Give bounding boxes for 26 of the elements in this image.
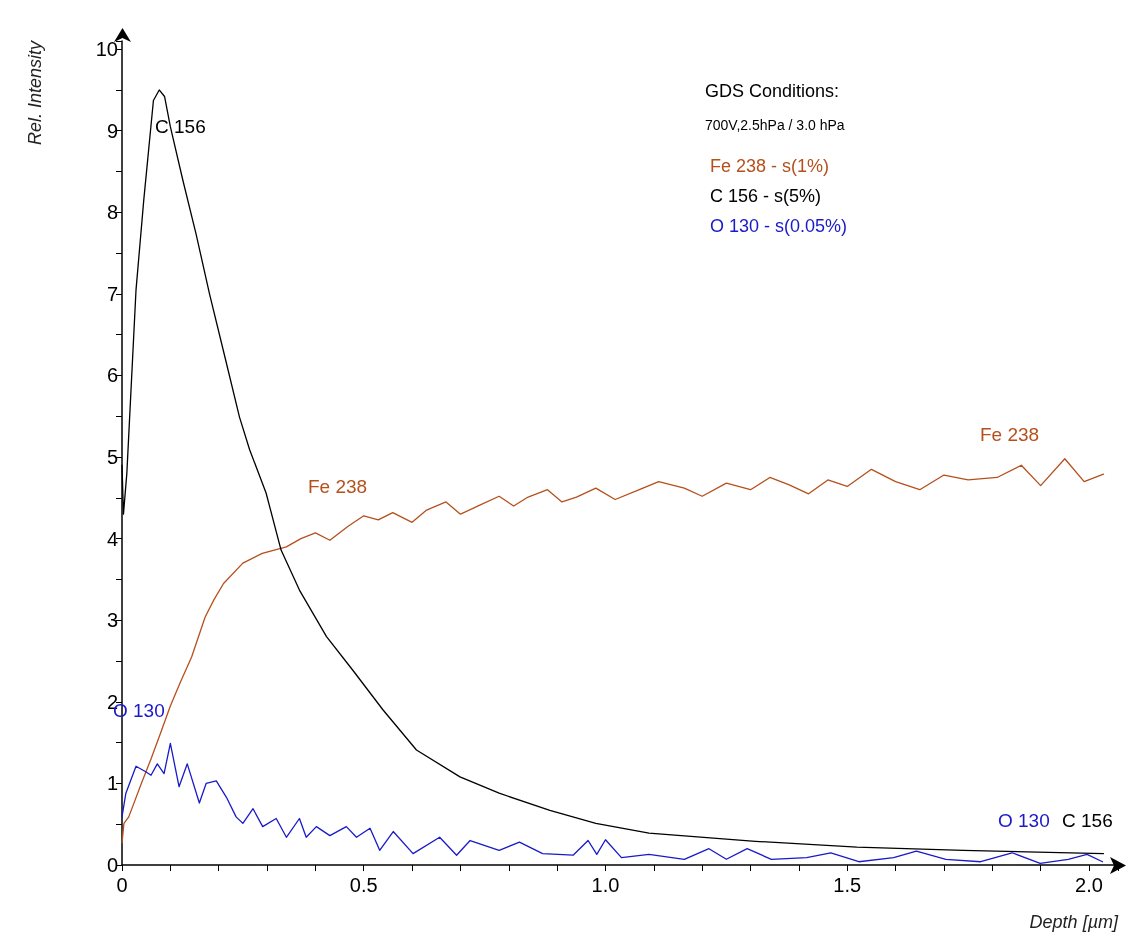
y-tick-label: 6 <box>106 364 118 387</box>
x-tick-label: 1.0 <box>591 874 620 896</box>
x-tick-label: 1.5 <box>833 874 862 896</box>
y-tick-label: 10 <box>95 38 118 61</box>
y-tick-label: 7 <box>106 282 118 305</box>
annotation: Fe 238 <box>980 424 1040 445</box>
y-tick-label: 9 <box>106 119 118 142</box>
annotation: O 130 <box>998 810 1050 831</box>
y-tick-label: 4 <box>106 527 118 550</box>
legend-title: GDS Conditions: <box>705 81 840 101</box>
annotation: Fe 238 <box>308 476 368 497</box>
annotation: C 156 <box>155 116 206 137</box>
text: O 130 - s(0.05%) <box>710 216 848 236</box>
text: C 156 - s(5%) <box>710 186 822 206</box>
text: Fe 238 - s(1%) <box>710 156 830 176</box>
y-tick-label: 1 <box>106 772 118 795</box>
y-tick-label: 5 <box>106 446 118 469</box>
y-tick-label: 0 <box>106 854 118 876</box>
x-tick-label: 2.0 <box>1075 874 1103 896</box>
annotation: 700V,2.5hPa / 3.0 hPa <box>705 117 845 133</box>
annotation: C 156 <box>1062 810 1113 831</box>
x-axis-title: Depth [µm] <box>1029 912 1119 932</box>
x-tick-label: 0.5 <box>349 874 378 896</box>
y-tick-label: 8 <box>106 201 118 224</box>
y-axis-title: Rel. Intensity <box>25 40 45 146</box>
y-tick-label: 3 <box>106 609 118 632</box>
